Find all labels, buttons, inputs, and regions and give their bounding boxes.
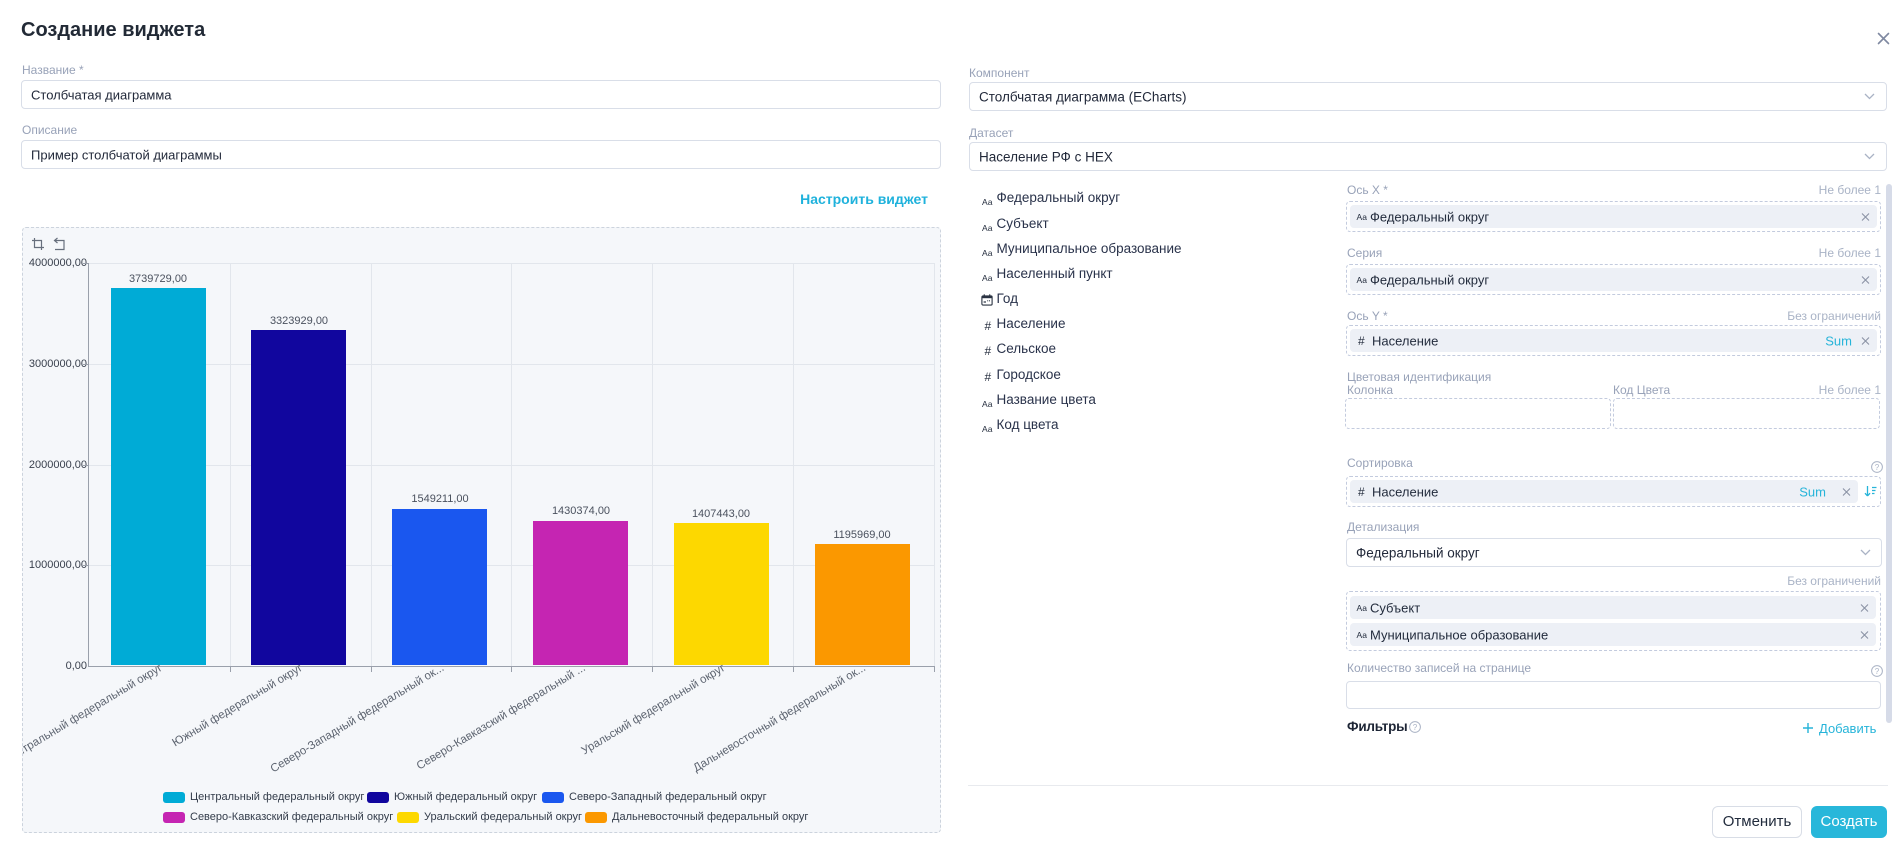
svg-text:?: ? bbox=[1875, 463, 1880, 472]
svg-text:?: ? bbox=[1413, 723, 1418, 732]
svg-text:?: ? bbox=[1875, 667, 1880, 676]
